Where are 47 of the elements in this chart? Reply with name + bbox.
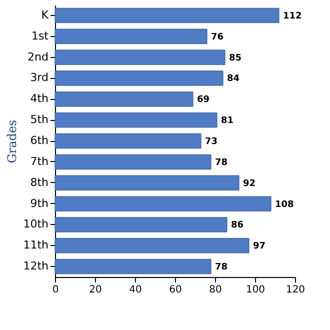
y-tick-label: 10th	[23, 218, 49, 231]
x-tick-label: 20	[89, 284, 102, 296]
bar	[54, 175, 240, 190]
y-tick-label: 3rd	[30, 71, 48, 84]
y-tick-label: 8th	[30, 176, 49, 189]
data-label: 85	[229, 53, 242, 64]
y-tick-label: 9th	[30, 196, 49, 210]
y-tick-label: 6th	[30, 134, 49, 147]
data-label: 78	[215, 262, 228, 273]
bar	[54, 258, 212, 274]
bar	[54, 112, 218, 128]
bar	[54, 133, 202, 149]
data-label: 108	[275, 200, 294, 210]
bar	[54, 196, 272, 212]
data-label: 86	[231, 220, 244, 231]
y-tick-label: 1st	[31, 29, 50, 42]
y-tick-label: 11th	[23, 238, 49, 252]
y-tick-label: 4th	[30, 92, 49, 106]
bar	[54, 50, 226, 65]
y-tick-label: 5th	[30, 113, 49, 126]
data-label: 76	[211, 32, 224, 42]
y-axis-title: Grades	[5, 120, 20, 164]
data-label: 112	[283, 11, 302, 22]
data-label: 73	[205, 137, 218, 147]
bar	[54, 154, 212, 170]
y-tick-label: 7th	[30, 154, 49, 168]
y-tick-label: 2nd	[28, 50, 48, 64]
x-tick-label: 100	[246, 284, 266, 296]
data-label: 78	[215, 158, 228, 168]
x-tick-label: 80	[209, 284, 222, 296]
bar	[54, 70, 224, 86]
y-tick-label: K	[41, 8, 50, 22]
x-tick-label: 60	[169, 284, 182, 296]
x-tick-label: 120	[286, 284, 306, 296]
x-tick-label: 0	[52, 284, 59, 296]
bar	[54, 28, 208, 44]
x-tick-label: 40	[129, 284, 142, 296]
data-label: 92	[243, 178, 256, 189]
data-label: 84	[227, 74, 240, 84]
y-tick-label: 12th	[23, 260, 49, 273]
data-label: 69	[197, 95, 210, 106]
data-label: 81	[221, 116, 234, 126]
bar	[54, 8, 280, 24]
bar	[54, 217, 228, 232]
bar	[54, 238, 250, 254]
data-label: 97	[253, 242, 266, 252]
bar	[54, 92, 194, 107]
